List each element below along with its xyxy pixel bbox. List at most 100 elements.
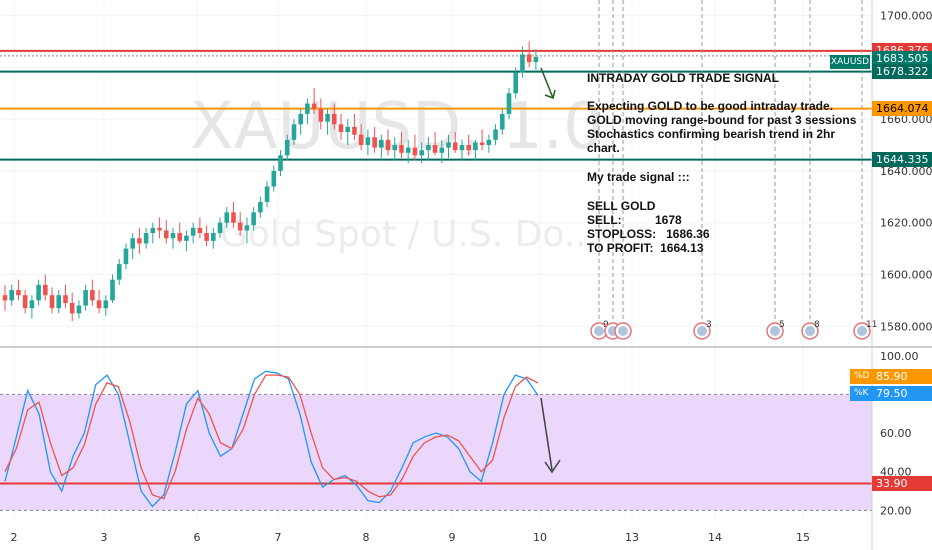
arrow-down-small-icon xyxy=(540,67,554,99)
candle-body xyxy=(426,145,431,151)
candle-body xyxy=(365,137,371,146)
time-tick-label: 7 xyxy=(275,531,282,544)
price-level-tag: 1683.505 xyxy=(872,50,932,66)
stoch-tick-label: 100.00 xyxy=(880,350,919,363)
candle-body xyxy=(143,233,149,244)
stoch-tag-value: 85.90 xyxy=(872,368,932,384)
candle-body xyxy=(345,126,351,133)
candle-body xyxy=(56,295,62,309)
time-tick-label: 3 xyxy=(101,531,108,544)
candle-body xyxy=(90,290,95,301)
price-tick-label: 1580.000 xyxy=(880,320,932,333)
candle-body xyxy=(284,139,290,156)
symbol-badge[interactable]: XAUUSD xyxy=(830,55,870,69)
event-markers[interactable]: 935811 xyxy=(590,0,877,340)
note-line-6: SELL GOLD xyxy=(587,199,656,213)
price-tick-label: 1620.000 xyxy=(880,217,932,230)
candle-body xyxy=(177,233,183,241)
note-line-5: My trade signal ::: xyxy=(587,170,690,184)
candle-body xyxy=(184,235,189,241)
candle-body xyxy=(352,126,357,135)
flag-icon-inner xyxy=(857,326,867,336)
candle-body xyxy=(69,302,75,314)
stoch-tick-label: 60.00 xyxy=(880,427,912,440)
candle-body xyxy=(49,295,55,309)
price-tick-label: 1700.000 xyxy=(880,10,932,23)
candle-body xyxy=(392,145,398,151)
time-tick-label: 13 xyxy=(625,531,639,544)
candle-body xyxy=(244,225,250,231)
event-marker-label: 8 xyxy=(814,320,820,330)
price-tick-label: 1640.000 xyxy=(880,165,932,178)
candle-body xyxy=(446,142,451,148)
flag-icon-inner xyxy=(618,326,628,336)
note-line-1: Expecting GOLD to be good intraday trade… xyxy=(587,99,834,113)
candle-body xyxy=(473,142,478,151)
stoch-tag-value: 79.50 xyxy=(872,385,932,401)
candle-body xyxy=(533,56,539,63)
candle-body xyxy=(204,233,209,241)
candle-body xyxy=(305,103,310,114)
flag-icon-inner xyxy=(805,326,815,336)
annotation-arrows xyxy=(540,67,561,474)
time-tick-label: 14 xyxy=(708,531,722,544)
time-tick-label: 9 xyxy=(449,531,456,544)
candle-body xyxy=(506,93,512,114)
candle-body xyxy=(331,113,337,125)
candle-body xyxy=(318,108,324,122)
candle-body xyxy=(405,147,411,153)
note-line-9: TO PROFIT: 1664.13 xyxy=(587,241,704,255)
candle-body xyxy=(63,295,68,303)
stoch-line-pct-D xyxy=(4,374,539,500)
candle-body xyxy=(150,227,156,234)
note-line-2: GOLD moving range-bound for past 3 sessi… xyxy=(587,113,857,127)
flag-icon-inner xyxy=(594,326,604,336)
stoch-axis[interactable]: 100.00 60.00 40.00 20.00 xyxy=(880,350,919,518)
arrow-down-large-icon xyxy=(540,397,553,471)
time-tick-label: 2 xyxy=(11,531,18,544)
stoch-band-fill xyxy=(0,394,872,511)
candle-body xyxy=(76,305,82,314)
candle-body xyxy=(103,300,109,309)
note-line-8: STOPLOSS: 1686.36 xyxy=(587,227,710,241)
candle-body xyxy=(231,212,236,223)
note-line-4: chart. xyxy=(587,141,620,155)
candle-body xyxy=(217,222,223,234)
stochastic-band xyxy=(0,393,872,511)
candle-body xyxy=(325,113,330,122)
candle-body xyxy=(298,113,303,125)
candle-body xyxy=(22,295,28,309)
stoch-line-pct-K xyxy=(4,370,539,508)
time-tick-label: 15 xyxy=(796,531,810,544)
stoch-tag-label: %D xyxy=(850,368,872,384)
candle-body xyxy=(83,290,88,306)
candle-body xyxy=(499,113,505,130)
candle-body xyxy=(379,139,384,148)
candle-body xyxy=(311,103,317,109)
candle-body xyxy=(459,145,465,151)
symbol-subtitle: Gold Spot / U.S. Do... xyxy=(220,214,598,255)
candlestick-series xyxy=(2,41,539,322)
flag-icon-inner xyxy=(770,326,780,336)
candle-body xyxy=(237,222,243,231)
candle-body xyxy=(116,264,122,280)
candle-body xyxy=(224,212,230,223)
candle-body xyxy=(123,248,129,265)
flag-icon-inner xyxy=(697,326,707,336)
candle-body xyxy=(526,54,532,63)
candle-body xyxy=(264,186,270,202)
stoch-tick-label: 20.00 xyxy=(880,504,912,517)
arrow-down-large-head-icon xyxy=(544,459,561,474)
candle-body xyxy=(157,227,162,231)
time-axis[interactable]: 2 3 6 7 8 9 10 13 14 15 xyxy=(11,531,811,544)
candle-body xyxy=(258,201,263,213)
price-level-lines[interactable] xyxy=(0,49,872,485)
candle-body xyxy=(432,145,438,153)
event-marker-label: 5 xyxy=(779,320,785,330)
candle-body xyxy=(419,150,424,156)
candle-body xyxy=(385,139,391,151)
candle-body xyxy=(2,295,8,301)
candle-body xyxy=(16,290,21,296)
candle-body xyxy=(486,139,492,146)
